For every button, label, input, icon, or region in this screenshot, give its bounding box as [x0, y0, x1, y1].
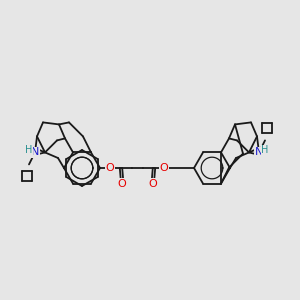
- Text: O: O: [160, 163, 168, 173]
- Text: O: O: [148, 179, 158, 189]
- Text: O: O: [106, 163, 114, 173]
- Text: N: N: [255, 147, 263, 158]
- Text: H: H: [261, 146, 269, 155]
- Text: H: H: [25, 146, 33, 155]
- Text: O: O: [118, 179, 126, 189]
- Text: N: N: [31, 147, 39, 158]
